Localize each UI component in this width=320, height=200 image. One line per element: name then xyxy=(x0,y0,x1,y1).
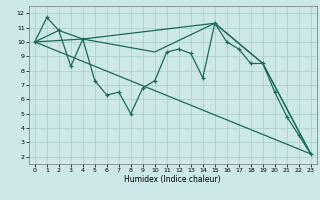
X-axis label: Humidex (Indice chaleur): Humidex (Indice chaleur) xyxy=(124,175,221,184)
